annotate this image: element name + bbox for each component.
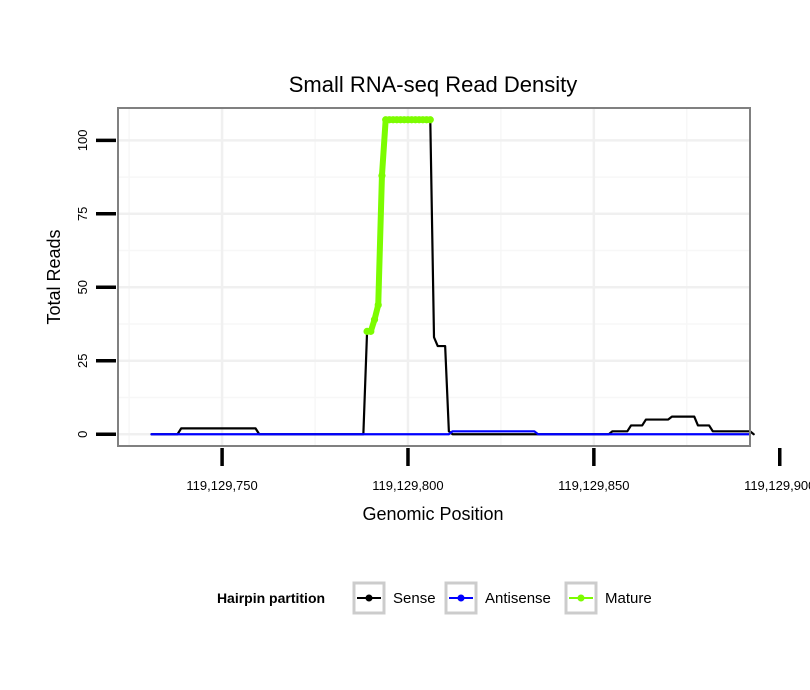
legend-label-antisense: Antisense [485, 590, 551, 607]
legend-point-sense [365, 594, 373, 602]
data-point-mature [374, 301, 382, 309]
legend-label-mature: Mature [605, 590, 652, 607]
x-axis: 119,129,750 119,129,800 119,129,850 119,129… [186, 448, 810, 493]
x-axis-label: Genomic Position [362, 504, 503, 524]
y-axis: 0 25 50 75 100 [75, 129, 116, 438]
legend: Hairpin partition Sense Antisense Mature [217, 581, 652, 615]
x-tick-label: 119,129,800 [372, 478, 443, 493]
chart-title: Small RNA-seq Read Density [289, 72, 578, 97]
y-tick-label: 100 [75, 129, 90, 151]
plot-border [117, 107, 751, 447]
series-line-antisense [150, 430, 752, 436]
x-tick-label: 119,129,900 [744, 478, 810, 493]
y-axis-label: Total Reads [44, 229, 64, 324]
y-tick-label: 25 [75, 354, 90, 368]
series-line-sense [150, 118, 755, 436]
legend-title: Hairpin partition [217, 590, 325, 606]
series-layer [150, 116, 755, 436]
legend-label-sense: Sense [393, 590, 436, 607]
data-point-mature [370, 316, 379, 324]
legend-point-antisense [457, 594, 465, 602]
y-tick-label: 75 [75, 207, 90, 221]
data-point-mature [378, 172, 386, 180]
data-point-mature [426, 116, 434, 124]
y-tick-label: 0 [75, 431, 90, 438]
y-tick-label: 50 [75, 280, 90, 294]
data-point-mature [367, 327, 375, 335]
x-tick-label: 119,129,750 [186, 478, 257, 493]
x-tick-label: 119,129,850 [558, 478, 629, 493]
legend-point-mature [577, 594, 585, 602]
